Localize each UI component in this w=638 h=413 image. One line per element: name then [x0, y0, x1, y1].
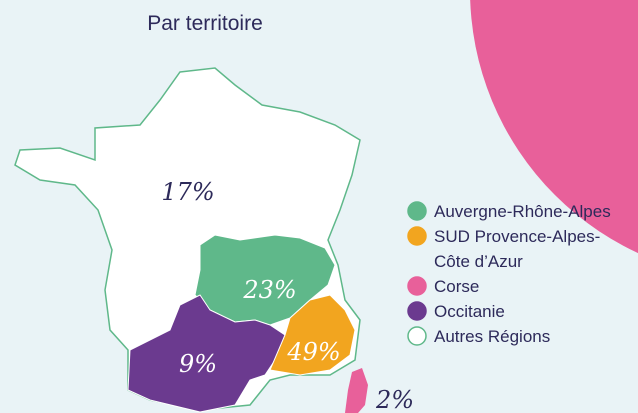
legend-label: SUD Provence-Alpes- [434, 227, 600, 246]
legend-swatch [407, 226, 427, 246]
legend-swatch [407, 326, 427, 346]
legend-swatch [407, 276, 427, 296]
share-label: 49% [286, 338, 340, 366]
share-label: 9% [179, 350, 217, 378]
decor-circle [470, 0, 638, 254]
legend-label: Autres Régions [434, 327, 550, 346]
legend-label: Occitanie [434, 302, 505, 321]
legend-swatch [407, 201, 427, 221]
region-corse [345, 368, 368, 413]
legend-label: Côte d’Azur [434, 252, 523, 271]
legend-swatch [407, 301, 427, 321]
legend: Auvergne-Rhône-Alpes SUD Provence-Alpes- C… [407, 201, 611, 346]
region-paca [269, 294, 356, 376]
share-label: 23% [242, 276, 296, 304]
title: Par territoire [147, 12, 263, 35]
share-label: 2% [375, 386, 414, 413]
share-label: 17% [161, 178, 214, 206]
legend-label: Corse [434, 277, 479, 296]
legend-label: Auvergne-Rhône-Alpes [434, 202, 611, 221]
